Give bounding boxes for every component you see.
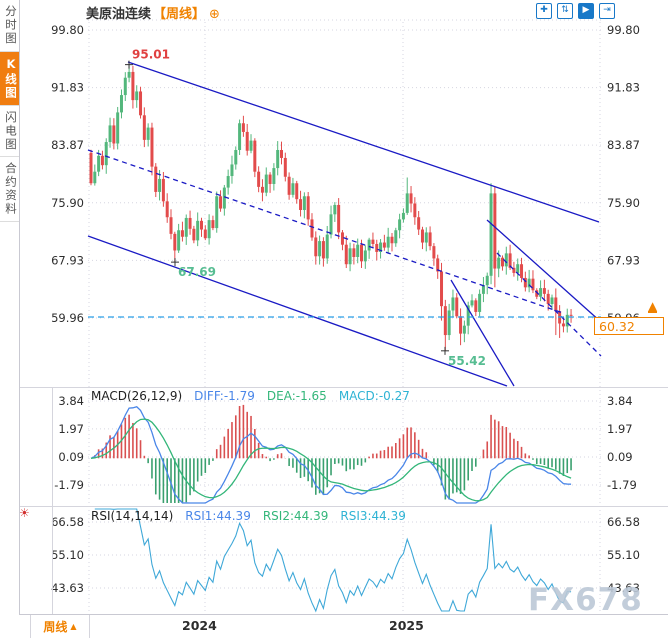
macd-header: MACD(26,12,9): [91, 389, 183, 403]
macd-hist-value: MACD:-0.27: [338, 389, 410, 403]
period-selector[interactable]: 周线 ▲: [30, 615, 90, 638]
panel-separator: [19, 387, 668, 388]
fit-scale-icon[interactable]: ⇅: [557, 3, 573, 19]
trendline[interactable]: [486, 219, 602, 323]
rsi2-value: RSI2:44.39: [262, 509, 329, 523]
y-axis-label: 1.97: [58, 422, 84, 436]
y-axis-label: 67.93: [607, 253, 640, 267]
rsi-header: RSI(14,14,14): [91, 509, 174, 523]
y-axis-label: 0.09: [58, 450, 84, 464]
period-label: 周线: [43, 620, 68, 634]
y-axis-label: 75.90: [51, 196, 84, 210]
chart-toolbar: ✚ ⇅ ▶ ⇥: [536, 3, 615, 19]
chart-play-icon[interactable]: ▶: [578, 3, 594, 19]
indicator-settings-icon[interactable]: ☀: [19, 506, 30, 520]
candles-layer: [89, 64, 573, 351]
x-axis-label-2024: 2024: [182, 618, 217, 633]
y-axis-label: 83.87: [51, 138, 84, 152]
trendline[interactable]: [127, 61, 600, 223]
y-axis-label: 55.10: [607, 548, 640, 562]
sidebar: 分时图 K线图 闪电图 合约资料: [0, 0, 20, 638]
rsi-layer: [94, 508, 572, 613]
time-axis-bar: 周线 ▲ 2024 2025: [19, 614, 668, 638]
add-indicator-icon[interactable]: ⊕: [209, 7, 220, 22]
trendline[interactable]: [87, 235, 508, 387]
sidebar-item-timeline-chart[interactable]: 分时图: [0, 0, 19, 52]
sidebar-item-contract-info[interactable]: 合约资料: [0, 157, 19, 222]
period-dropdown-arrow-icon: ▲: [70, 622, 77, 631]
y-axis-label: 99.80: [51, 23, 84, 37]
y-axis-label: -1.79: [54, 478, 84, 492]
macd-legend: MACD(26,12,9) DIFF:-1.79 DEA:-1.65 MACD:…: [91, 389, 410, 403]
symbol-name: 美原油连续: [86, 7, 152, 22]
trendline[interactable]: [496, 252, 602, 357]
y-axis-label: 1.97: [607, 422, 633, 436]
y-axis-label: 75.90: [607, 196, 640, 210]
jump-to-latest-icon[interactable]: ⇥: [599, 3, 615, 19]
price-up-arrow-icon: ▲: [648, 299, 658, 313]
price-annotation: 55.42: [448, 354, 486, 368]
macd-diff-value: DIFF:-1.79: [194, 389, 255, 403]
sidebar-item-lightning-chart[interactable]: 闪电图: [0, 106, 19, 157]
y-axis-label: 91.83: [607, 81, 640, 95]
period-tag: 【周线】: [153, 7, 206, 22]
price-annotation: 95.01: [132, 48, 170, 62]
y-axis-label: 3.84: [58, 394, 84, 408]
rsi1-value: RSI1:44.39: [185, 509, 251, 523]
y-axis-label: 43.63: [607, 581, 640, 595]
panel-separator: [19, 506, 668, 507]
price-annotation: 67.69: [178, 265, 216, 279]
y-axis-label: 66.58: [51, 515, 84, 529]
sidebar-item-kline-chart[interactable]: K线图: [0, 51, 19, 106]
x-axis-label-2025: 2025: [389, 618, 424, 633]
macd-layer: [90, 404, 572, 504]
y-axis-label: 0.09: [607, 450, 633, 464]
rsi-legend: RSI(14,14,14) RSI1:44.39 RSI2:44.39 RSI3…: [91, 509, 406, 523]
y-axis-label: 67.93: [51, 253, 84, 267]
y-axis-label: 43.63: [51, 581, 84, 595]
y-axis-label: 59.96: [51, 311, 84, 325]
macd-dea-value: DEA:-1.65: [266, 389, 327, 403]
chart-title: 美原油连续 【周线】 ⊕: [86, 3, 220, 22]
y-axis-label: 91.83: [51, 81, 84, 95]
trendline[interactable]: [450, 279, 515, 387]
y-axis-label: 55.10: [51, 548, 84, 562]
panel-gutter-border: [52, 388, 53, 614]
fx678-watermark: FX678: [528, 582, 643, 618]
y-axis-label: 99.80: [607, 23, 640, 37]
y-axis-label: 83.87: [607, 138, 640, 152]
rsi3-value: RSI3:44.39: [340, 509, 406, 523]
y-axis-label: 3.84: [607, 394, 633, 408]
y-axis-label: -1.79: [607, 478, 637, 492]
current-price-box: 60.32: [594, 317, 664, 335]
trendline[interactable]: [87, 149, 564, 314]
move-crosshair-icon[interactable]: ✚: [536, 3, 552, 19]
y-axis-label: 66.58: [607, 515, 640, 529]
